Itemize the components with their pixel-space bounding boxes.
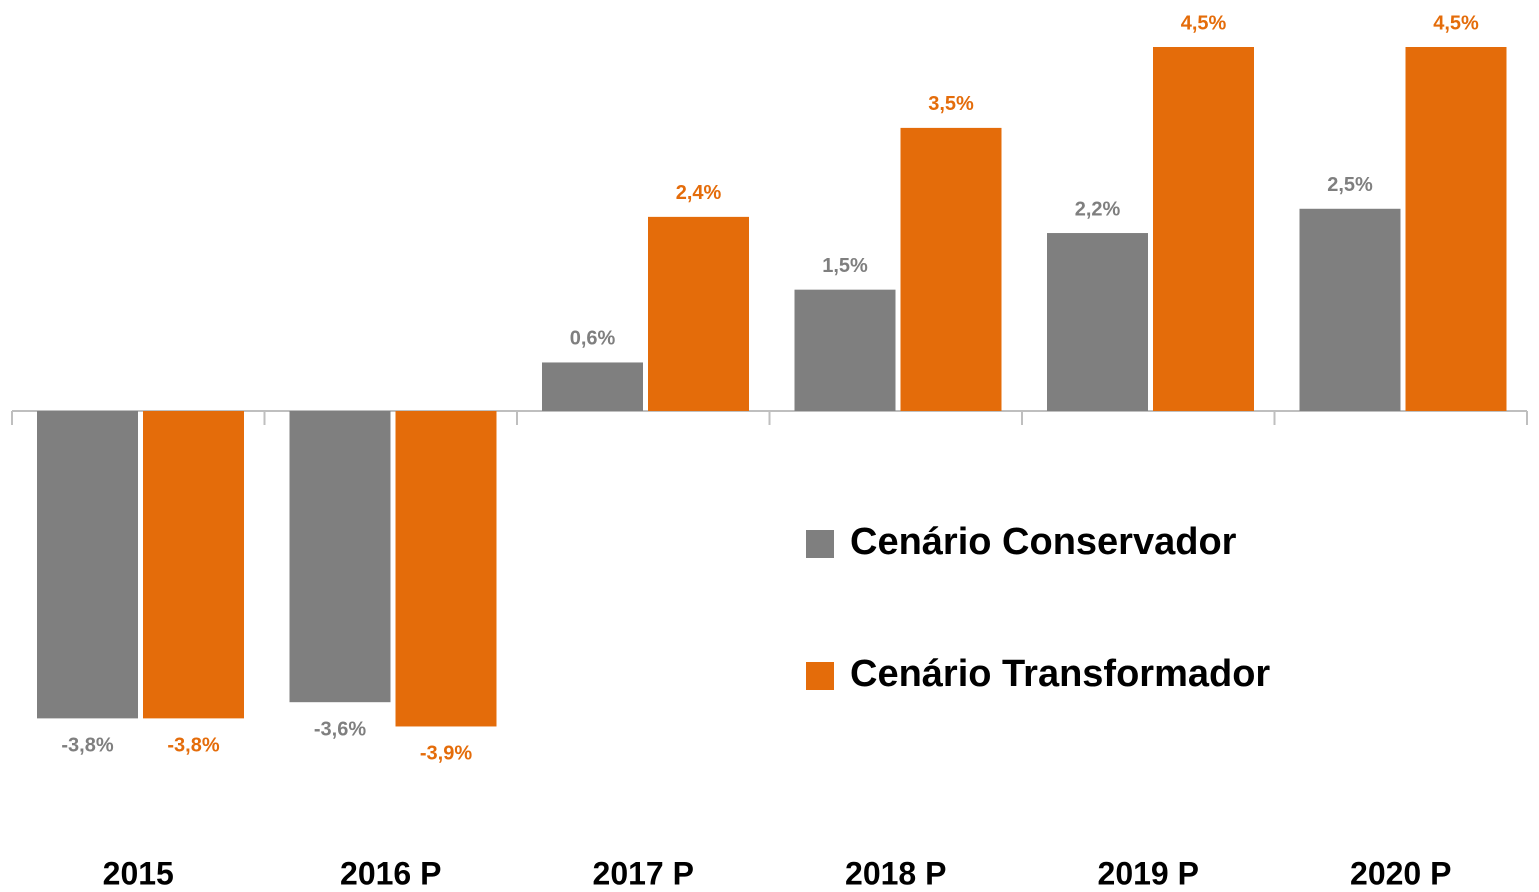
- bar: [794, 289, 896, 411]
- x-tick-label: 2020 P: [1350, 855, 1451, 891]
- bar: [648, 216, 749, 411]
- legend-label: Cenário Conservador: [850, 521, 1237, 563]
- bar: [1299, 208, 1401, 411]
- legend-swatch: [806, 662, 834, 690]
- data-label: -3,8%: [167, 735, 219, 757]
- x-tick-label: 2017 P: [593, 855, 694, 891]
- legend-swatch: [806, 530, 834, 558]
- data-label: 2,4%: [676, 182, 722, 204]
- bar: [395, 411, 497, 727]
- x-tick-label: 2019 P: [1098, 855, 1199, 891]
- x-tick-label: 2018 P: [845, 855, 946, 891]
- data-label: 3,5%: [928, 93, 974, 115]
- data-label: 2,5%: [1327, 174, 1373, 196]
- bar: [143, 411, 244, 719]
- data-label: 2,2%: [1075, 198, 1121, 220]
- bar: [542, 362, 643, 411]
- bar: [37, 411, 138, 719]
- bar: [1405, 47, 1507, 411]
- bar: [1153, 47, 1254, 411]
- bar: [289, 411, 391, 703]
- data-label: 0,6%: [570, 328, 616, 350]
- data-label: 1,5%: [822, 255, 868, 277]
- legend-label: Cenário Transformador: [850, 653, 1270, 695]
- x-tick-label: 2016 P: [340, 855, 441, 891]
- data-label: 4,5%: [1181, 12, 1227, 34]
- data-label: 4,5%: [1433, 12, 1479, 34]
- x-tick-label: 2015: [103, 855, 174, 891]
- bar: [1047, 233, 1148, 411]
- data-label: -3,6%: [314, 718, 366, 740]
- data-label: -3,9%: [420, 743, 472, 765]
- data-label: -3,8%: [61, 735, 113, 757]
- bar: [900, 127, 1002, 411]
